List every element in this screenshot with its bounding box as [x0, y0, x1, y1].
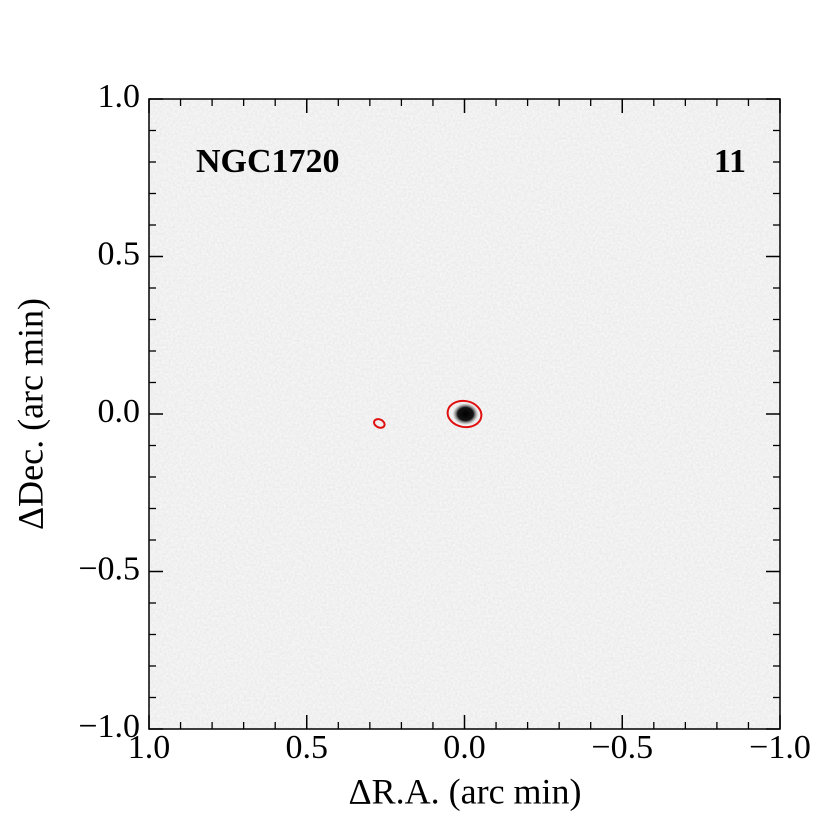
x-tick-label: 1.0 — [128, 729, 171, 766]
y-tick-label: −1.0 — [78, 708, 140, 745]
x-tick-label: −0.5 — [591, 729, 653, 766]
y-tick-label: 0.0 — [98, 393, 141, 430]
x-axis-label: ΔR.A. (arc min) — [348, 771, 581, 811]
y-tick-label: −0.5 — [78, 550, 140, 587]
x-tick-label: −1.0 — [749, 729, 811, 766]
source-emission — [452, 403, 479, 425]
panel-number: 11 — [714, 143, 746, 180]
object-name: NGC1720 — [196, 143, 340, 180]
y-axis-label: ΔDec. (arc min) — [10, 298, 50, 530]
x-tick-label: 0.0 — [443, 729, 486, 766]
contour — [373, 418, 386, 429]
y-tick-label: 0.5 — [98, 235, 141, 272]
contour — [446, 399, 483, 429]
y-tick-label: 1.0 — [98, 78, 141, 115]
plot-frame — [148, 98, 781, 730]
x-tick-label: 0.5 — [286, 729, 329, 766]
